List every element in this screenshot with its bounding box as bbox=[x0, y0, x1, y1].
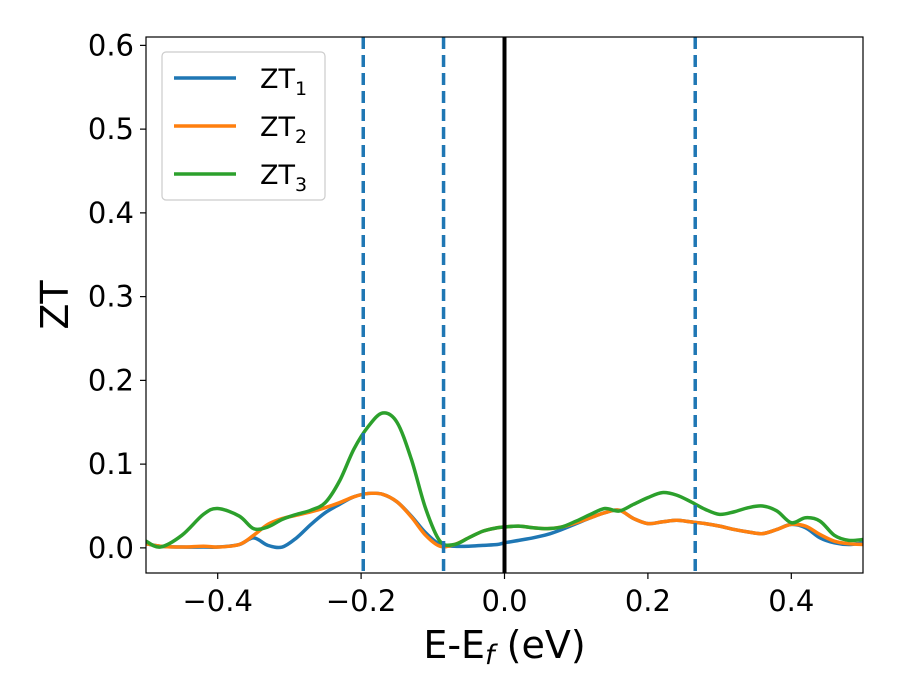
x-axis-label-unit: (eV) bbox=[495, 623, 586, 667]
y-tick-label: 0.2 bbox=[88, 363, 134, 397]
y-tick-label: 0.1 bbox=[88, 447, 134, 481]
legend-box bbox=[161, 51, 326, 201]
y-axis-ticks: 0.0 0.1 0.2 0.3 0.4 0.5 0.6 bbox=[88, 28, 146, 565]
x-tick-label: −0.4 bbox=[182, 584, 252, 618]
legend-label-zt3: ZT3 bbox=[260, 160, 307, 196]
y-tick-label: 0.6 bbox=[88, 28, 134, 62]
x-tick-label: 0.0 bbox=[481, 584, 527, 618]
y-tick-label: 0.0 bbox=[88, 531, 134, 565]
series-lines bbox=[146, 411, 863, 550]
reference-lines bbox=[361, 37, 697, 573]
y-tick-label: 0.3 bbox=[88, 280, 134, 314]
x-axis-ticks: −0.4 −0.2 0.0 0.2 0.4 bbox=[182, 573, 814, 618]
y-tick-label: 0.4 bbox=[88, 196, 134, 230]
legend: ZT1 ZT2 ZT3 bbox=[161, 51, 326, 201]
x-tick-label: 0.4 bbox=[768, 584, 814, 618]
legend-label-zt1: ZT1 bbox=[260, 64, 307, 100]
x-tick-label: 0.2 bbox=[625, 584, 671, 618]
x-axis-label: E-Ef (eV) bbox=[423, 623, 585, 671]
y-tick-label: 0.5 bbox=[88, 112, 134, 146]
x-axis-label-main: E-E bbox=[423, 623, 485, 667]
series-line-zt3 bbox=[146, 411, 863, 549]
y-axis-label: ZT bbox=[33, 280, 77, 330]
x-tick-label: −0.2 bbox=[326, 584, 396, 618]
legend-label-zt2: ZT2 bbox=[260, 112, 307, 148]
